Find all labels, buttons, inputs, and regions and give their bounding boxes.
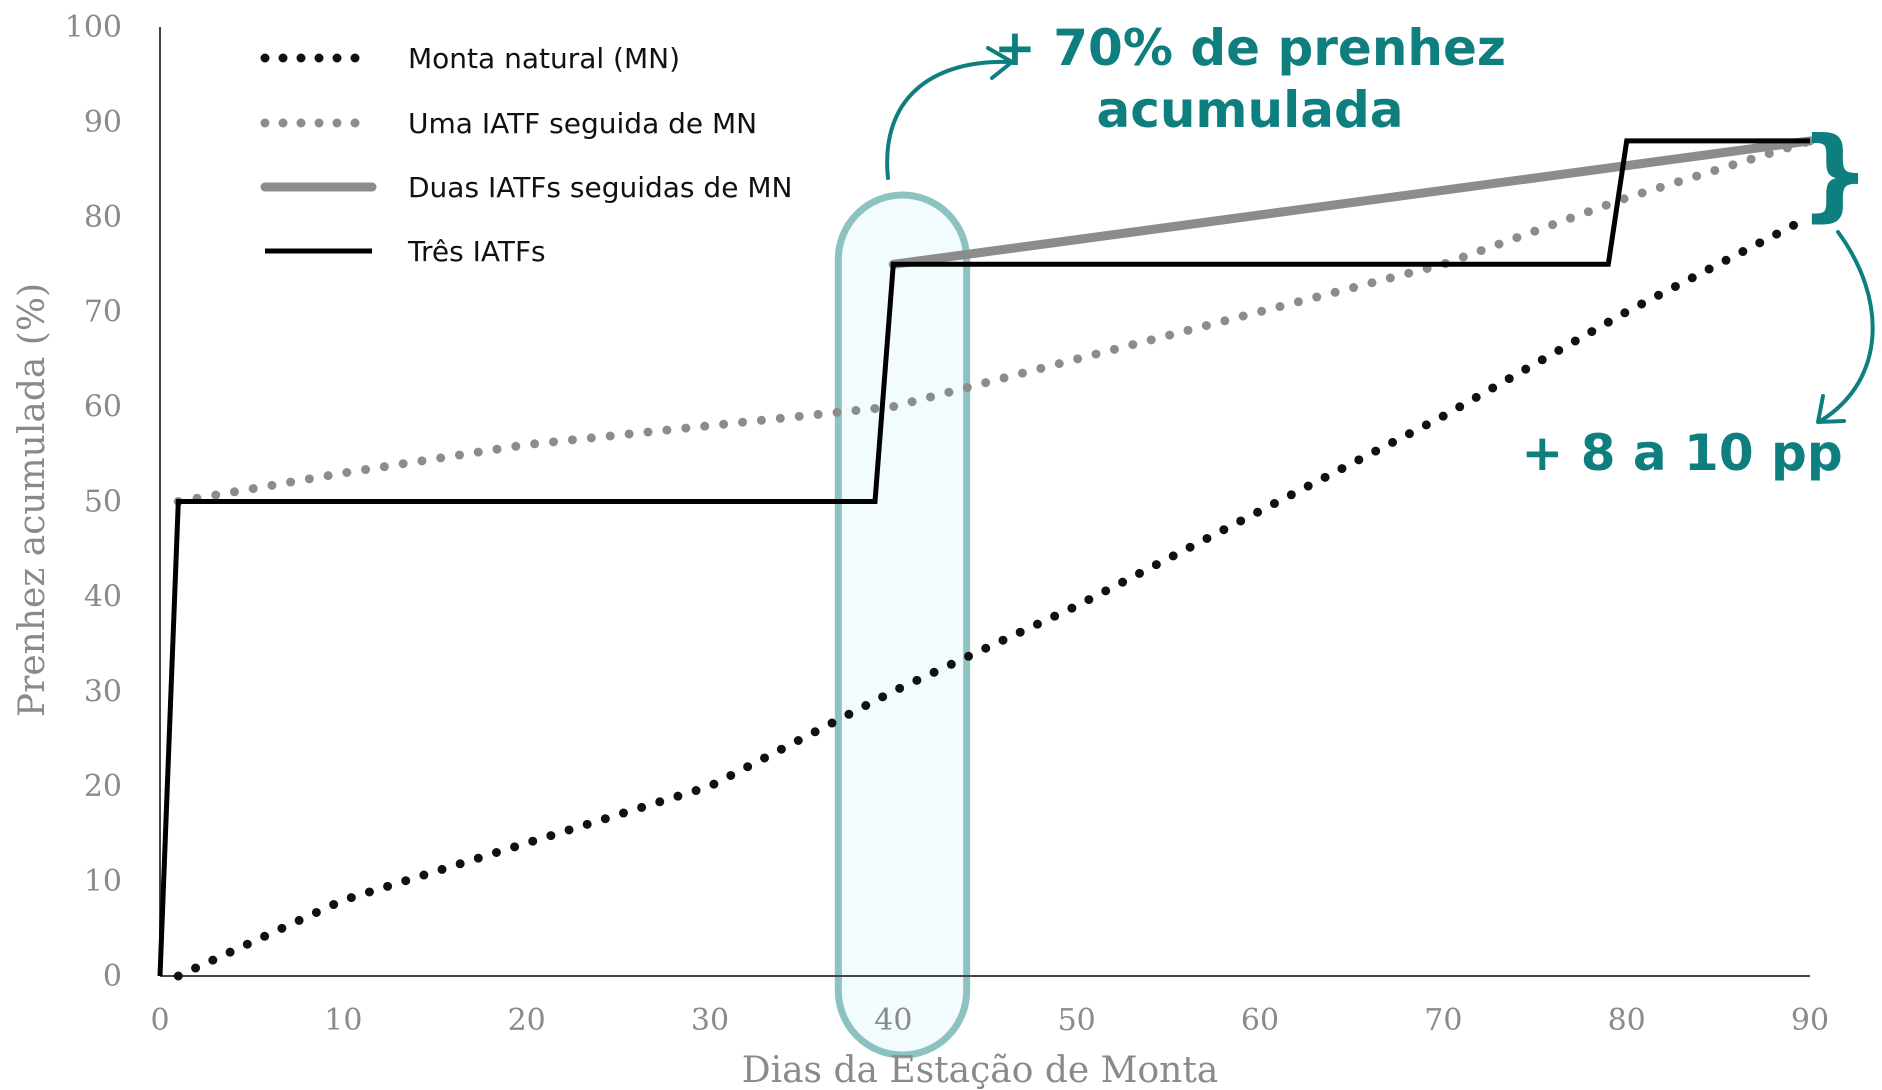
series-line-tr-s-iatfs bbox=[157, 138, 1810, 977]
x-tick-label: 30 bbox=[691, 1003, 729, 1038]
y-tick-label: 0 bbox=[103, 959, 122, 994]
series-line-monta-natural-mn- bbox=[173, 212, 1815, 981]
x-tick-label: 50 bbox=[1058, 1003, 1096, 1038]
series-line-duas-iatfs-seguidas-de-mn bbox=[888, 136, 1815, 269]
highlight-band bbox=[834, 191, 971, 1059]
legend-label: Uma IATF seguida de MN bbox=[408, 107, 757, 140]
arrow-up-head bbox=[986, 46, 1014, 80]
series-layer bbox=[157, 136, 1815, 981]
axes: 0 10 20 30 40 50 60 70 80 90 100 0 10 20 30 40 50 60 70 80 9… bbox=[65, 10, 1829, 1038]
annotation-text-1: + 70% de prenhez bbox=[994, 19, 1506, 77]
y-tick-label: 70 bbox=[84, 295, 122, 330]
arrow-up-curve bbox=[885, 59, 1010, 180]
x-tick-label: 80 bbox=[1608, 1003, 1646, 1038]
x-tick-label: 90 bbox=[1791, 1003, 1829, 1038]
highlight-layer bbox=[834, 191, 971, 1059]
x-axis-title: Dias da Estação de Monta bbox=[742, 1050, 1219, 1090]
y-tick-label: 40 bbox=[84, 579, 122, 614]
x-tick-label: 40 bbox=[874, 1003, 912, 1038]
x-tick-label: 0 bbox=[150, 1003, 169, 1038]
x-tick-label: 10 bbox=[324, 1003, 362, 1038]
y-tick-label: 60 bbox=[84, 390, 122, 425]
y-tick-label: 100 bbox=[65, 10, 122, 45]
y-tick-label: 80 bbox=[84, 200, 122, 235]
legend-label: Duas IATFs seguidas de MN bbox=[408, 171, 792, 204]
x-tick-label: 20 bbox=[508, 1003, 546, 1038]
arrow-down-curve bbox=[1820, 230, 1875, 422]
y-tick-label: 90 bbox=[84, 105, 122, 140]
y-axis-title: Prenhez acumulada (%) bbox=[12, 283, 53, 717]
annotation-text-2: + 8 a 10 pp bbox=[1521, 424, 1842, 482]
legend-label: Três IATFs bbox=[407, 235, 546, 268]
y-tick-label: 50 bbox=[84, 485, 122, 520]
legend-label: Monta natural (MN) bbox=[408, 42, 680, 75]
series-line-uma-iatf-seguida-de-mn bbox=[173, 136, 1815, 506]
x-tick-label: 70 bbox=[1424, 1003, 1462, 1038]
legend: Monta natural (MN) Uma IATF seguida de MN… bbox=[260, 42, 792, 268]
y-tick-label: 20 bbox=[84, 769, 122, 804]
arrow-down-head bbox=[1816, 394, 1846, 424]
annotation-text-1b: acumulada bbox=[1096, 81, 1403, 139]
y-tick-label: 30 bbox=[84, 674, 122, 709]
y-tick-label: 10 bbox=[84, 864, 122, 899]
brace-symbol: } bbox=[1799, 115, 1870, 232]
x-tick-label: 60 bbox=[1241, 1003, 1279, 1038]
